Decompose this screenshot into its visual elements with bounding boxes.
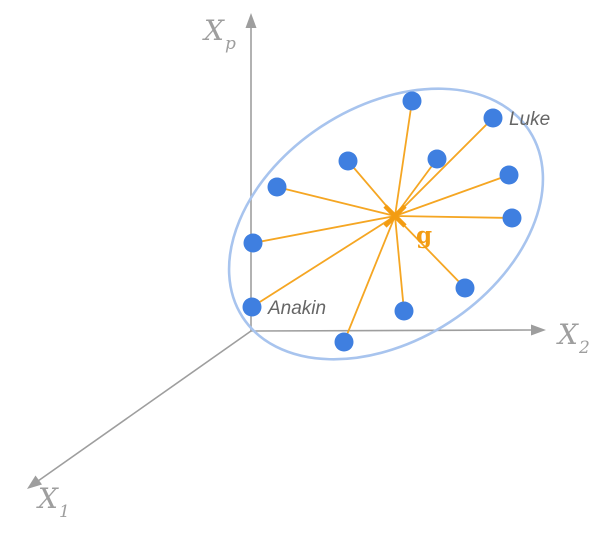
axis-x2-arrowhead bbox=[531, 324, 546, 336]
spoke bbox=[394, 174, 510, 217]
data-point bbox=[502, 208, 522, 228]
spoke bbox=[394, 215, 466, 289]
axis-label-x2-sub: 2 bbox=[578, 338, 590, 358]
spoke bbox=[394, 100, 413, 217]
axis-label-x1: X1 bbox=[36, 482, 70, 522]
data-point bbox=[267, 177, 287, 197]
data-point-luke bbox=[483, 108, 503, 128]
data-point bbox=[427, 149, 447, 169]
spoke bbox=[343, 215, 396, 343]
spoke bbox=[252, 215, 396, 244]
data-point-anakin bbox=[242, 297, 262, 317]
data-point bbox=[243, 233, 263, 253]
spoke bbox=[394, 215, 513, 219]
spoke bbox=[251, 215, 396, 308]
centroid-marker bbox=[383, 204, 407, 228]
point-label-luke: Luke bbox=[509, 109, 550, 130]
cluster-ellipse bbox=[227, 87, 545, 361]
axis-label-x1-main: X bbox=[36, 482, 59, 515]
centroid-cross-stroke bbox=[383, 204, 407, 228]
data-point bbox=[338, 151, 358, 171]
axis-label-x2-main: X bbox=[556, 318, 579, 351]
axis-x1-line bbox=[37, 330, 252, 482]
spoke bbox=[394, 117, 494, 217]
axis-label-xp-sub: p bbox=[225, 34, 236, 54]
axis-label-xp: Xp bbox=[202, 14, 236, 54]
data-point bbox=[394, 301, 414, 321]
data-point bbox=[455, 278, 475, 298]
data-point bbox=[334, 332, 354, 352]
axis-label-x1-sub: 1 bbox=[59, 502, 70, 522]
spoke bbox=[394, 215, 405, 312]
axis-label-x2: X2 bbox=[556, 318, 590, 358]
spoke bbox=[276, 186, 396, 217]
centroid-label: g bbox=[416, 222, 432, 249]
data-point bbox=[499, 165, 519, 185]
data-points bbox=[242, 91, 522, 352]
data-point bbox=[402, 91, 422, 111]
point-label-anakin: Anakin bbox=[267, 298, 326, 319]
axis-xp-arrowhead bbox=[245, 13, 257, 28]
axis-label-xp-main: X bbox=[202, 14, 225, 47]
axis-x1-arrowhead bbox=[27, 475, 42, 489]
axis-x2-line bbox=[250, 329, 533, 332]
axes bbox=[27, 13, 546, 489]
